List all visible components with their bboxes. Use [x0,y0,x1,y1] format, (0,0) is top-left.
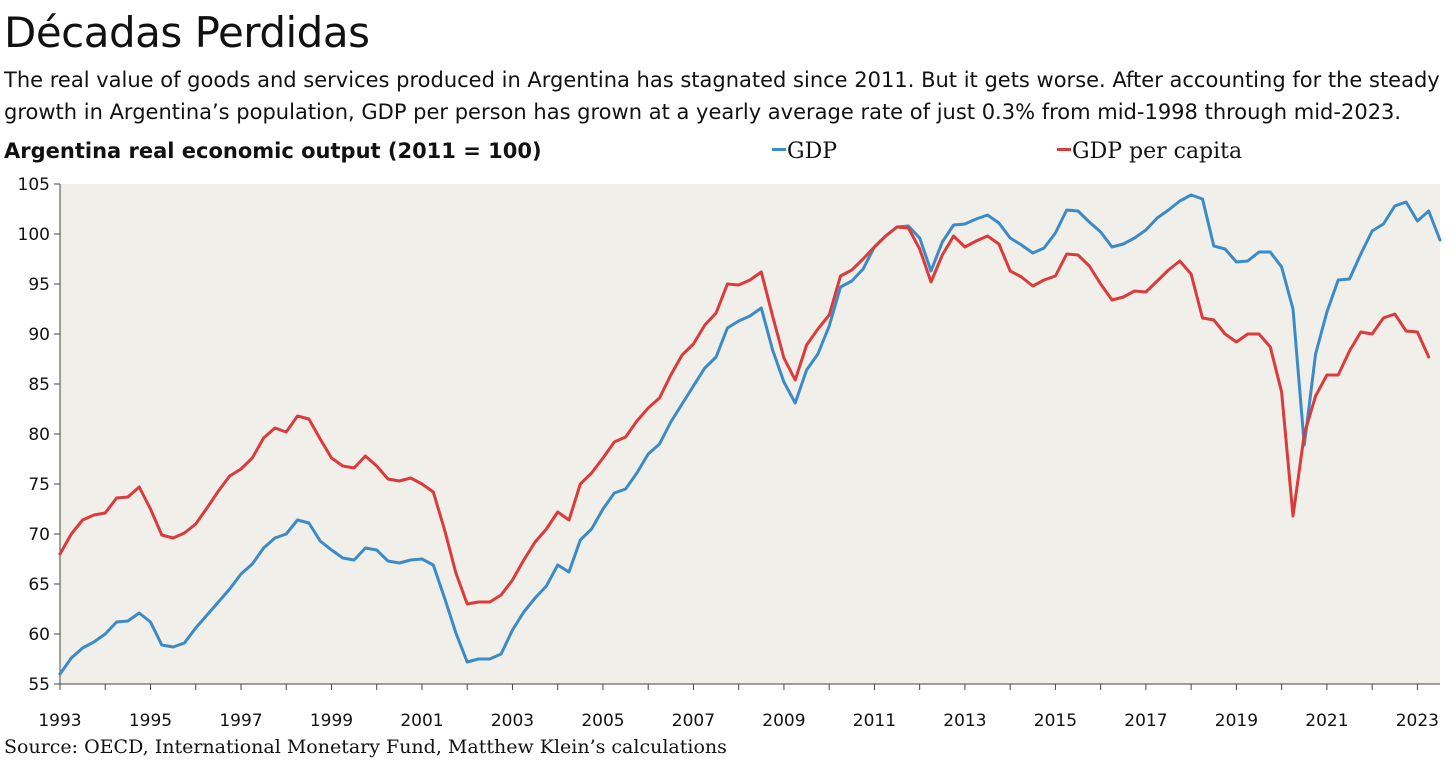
gdp-per-capita-series-line [58,225,1431,606]
legend-gdp: GDP [772,139,837,165]
y-tick-label: 70 [28,525,50,545]
legend-gdp-per-capita-label: GDP per capita [1072,139,1243,164]
x-tick-label: 1997 [219,711,262,731]
x-tick-label: 2007 [672,711,715,731]
source-note: Source: OECD, International Monetary Fun… [4,736,727,758]
y-axis: 55 60 65 70 75 80 85 90 95 100 105 [18,175,61,695]
x-tick-label: 2023 [1396,711,1439,731]
x-tick-label: 2005 [581,711,624,731]
x-tick-label: 2003 [491,711,534,731]
y-tick-label: 80 [28,425,50,445]
x-tick-label: 2001 [400,711,443,731]
y-tick-label: 85 [28,375,50,395]
series-lines [58,193,1442,676]
gdp-series-line [58,193,1442,676]
page-title: Décadas Perdidas [4,8,370,57]
x-tick-label: 1993 [38,711,81,731]
x-tick-label: 2013 [943,711,986,731]
x-tick-label: 1995 [129,711,172,731]
x-tick-label: 2015 [1034,711,1077,731]
chart-title: Argentina real economic output (2011 = 1… [4,139,542,163]
x-tick-label: 2009 [762,711,805,731]
plot-background [60,184,1440,684]
y-tick-label: 105 [18,175,50,195]
x-tick-label: 2019 [1215,711,1258,731]
y-tick-label: 55 [28,675,50,695]
y-tick-label: 75 [28,475,50,495]
y-tick-label: 100 [18,225,50,245]
legend-gdp-per-capita: GDP per capita [1057,139,1242,165]
x-tick-label: 2011 [853,711,896,731]
y-tick-label: 95 [28,275,50,295]
subtitle: The real value of goods and services pro… [4,68,1440,124]
x-tick-label: 1999 [310,711,353,731]
y-tick-label: 90 [28,325,50,345]
x-tick-label: 2017 [1124,711,1167,731]
legend-gdp-label: GDP [787,139,838,164]
y-tick-label: 60 [28,625,50,645]
x-tick-label: 2021 [1305,711,1348,731]
x-axis: 1993 1995 1997 1999 2001 2003 2005 2007 2009 2011… [38,683,1440,731]
legend-gdp-per-capita-swatch [1057,147,1071,151]
legend-gdp-swatch [772,147,786,151]
y-tick-label: 65 [28,575,50,595]
